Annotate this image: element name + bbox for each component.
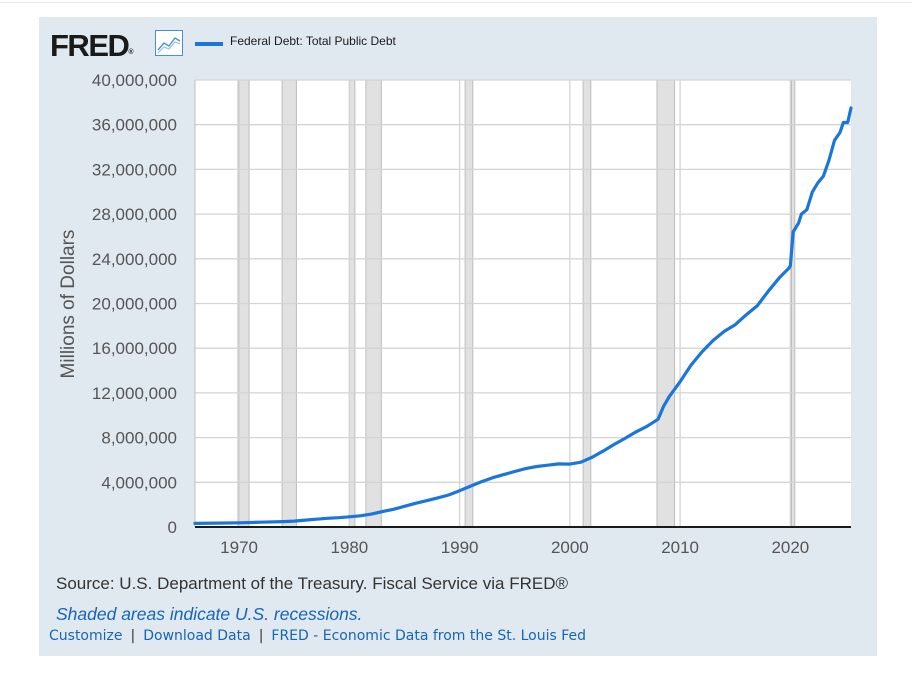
x-tick-label: 1980 [330, 538, 368, 557]
y-tick-label: 4,000,000 [101, 473, 177, 492]
top-divider [0, 2, 912, 3]
fred-logo-text: FRED [50, 28, 130, 63]
fred-logo[interactable]: FRED® [50, 28, 134, 64]
customize-link[interactable]: Customize [49, 628, 123, 644]
line-chart-icon [155, 30, 183, 56]
source-text: Source: U.S. Department of the Treasury.… [56, 574, 568, 593]
y-tick-label: 24,000,000 [92, 250, 177, 269]
download-data-link[interactable]: Download Data [143, 628, 251, 644]
x-tick-label: 2010 [661, 538, 699, 557]
x-tick-label: 2020 [771, 538, 809, 557]
y-tick-label: 40,000,000 [92, 71, 177, 90]
recession-note: Shaded areas indicate U.S. recessions. [56, 604, 363, 624]
registered-mark: ® [128, 49, 134, 56]
fred-home-link[interactable]: FRED - Economic Data from the St. Louis … [271, 628, 587, 644]
y-tick-label: 20,000,000 [92, 295, 177, 314]
x-tick-label: 1970 [220, 538, 258, 557]
y-tick-label: 8,000,000 [101, 429, 177, 448]
link-separator: | [130, 628, 136, 644]
y-tick-label: 36,000,000 [92, 116, 177, 135]
legend-label: Federal Debt: Total Public Debt [230, 34, 396, 48]
debt-series-line [193, 106, 853, 526]
link-separator: | [258, 628, 264, 644]
y-tick-label: 0 [168, 518, 177, 537]
y-tick-label: 12,000,000 [92, 384, 177, 403]
legend-swatch [195, 42, 223, 46]
y-tick-label: 16,000,000 [92, 339, 177, 358]
x-tick-label: 1990 [441, 538, 479, 557]
y-tick-label: 32,000,000 [92, 160, 177, 179]
footer-links: Customize | Download Data | FRED - Economic … [49, 628, 586, 644]
y-axis-title: Millions of Dollars [58, 230, 79, 379]
y-tick-label: 28,000,000 [92, 205, 177, 224]
x-tick-label: 2000 [551, 538, 589, 557]
